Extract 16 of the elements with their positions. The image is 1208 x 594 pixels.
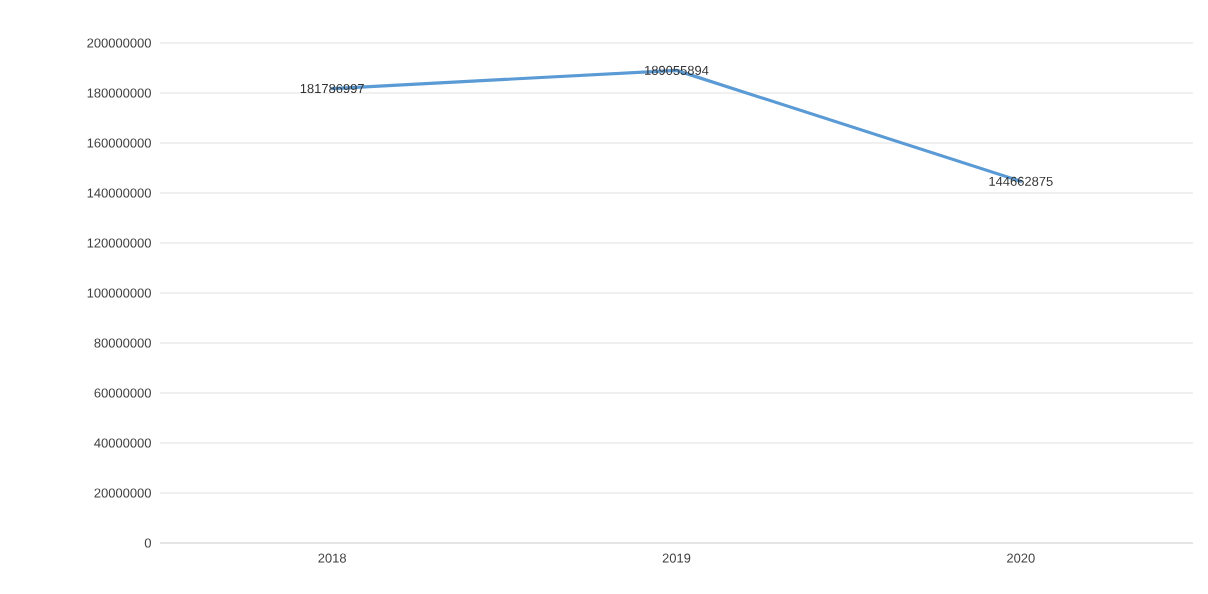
- y-tick-label: 140000000: [87, 188, 151, 198]
- data-label: 181786997: [300, 83, 364, 94]
- x-tick-label: 2018: [318, 553, 346, 563]
- y-tick-label: 160000000: [87, 138, 151, 148]
- y-tick-label: 80000000: [94, 338, 151, 348]
- y-tick-label: 40000000: [94, 438, 151, 448]
- y-tick-label: 180000000: [87, 88, 151, 98]
- y-tick-label: 100000000: [87, 288, 151, 298]
- y-tick-label: 20000000: [94, 488, 151, 498]
- y-tick-label: 0: [144, 538, 151, 548]
- y-tick-label: 60000000: [94, 388, 151, 398]
- x-tick-label: 2020: [1007, 553, 1035, 563]
- y-tick-label: 200000000: [87, 38, 151, 48]
- y-tick-label: 120000000: [87, 238, 151, 248]
- data-label: 144662875: [989, 176, 1053, 186]
- x-tick-label: 2019: [662, 553, 691, 563]
